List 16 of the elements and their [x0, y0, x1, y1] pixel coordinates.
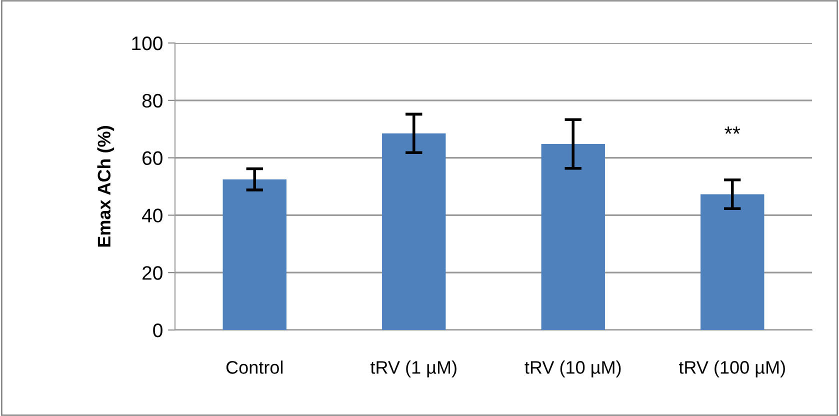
- y-tick-label: 100: [132, 36, 162, 50]
- x-tick-label: tRV (10 µM): [524, 360, 621, 378]
- y-tick-label: 80: [142, 94, 162, 108]
- bar: [382, 133, 446, 330]
- x-tick-label: tRV (100 µM): [678, 360, 785, 378]
- y-tick-label: 20: [142, 266, 162, 280]
- bar: [700, 194, 764, 330]
- bar: [222, 179, 286, 330]
- y-tick-label: 60: [142, 151, 162, 166]
- x-tick-label: Control: [226, 360, 283, 374]
- y-tick-label: 40: [142, 208, 162, 222]
- y-axis-title: Emax ACh (%): [97, 126, 114, 247]
- x-tick-label: tRV (1 µM): [370, 360, 456, 378]
- bar: [541, 144, 605, 330]
- y-tick-label: 0: [153, 323, 162, 338]
- annotation: **: [724, 126, 740, 134]
